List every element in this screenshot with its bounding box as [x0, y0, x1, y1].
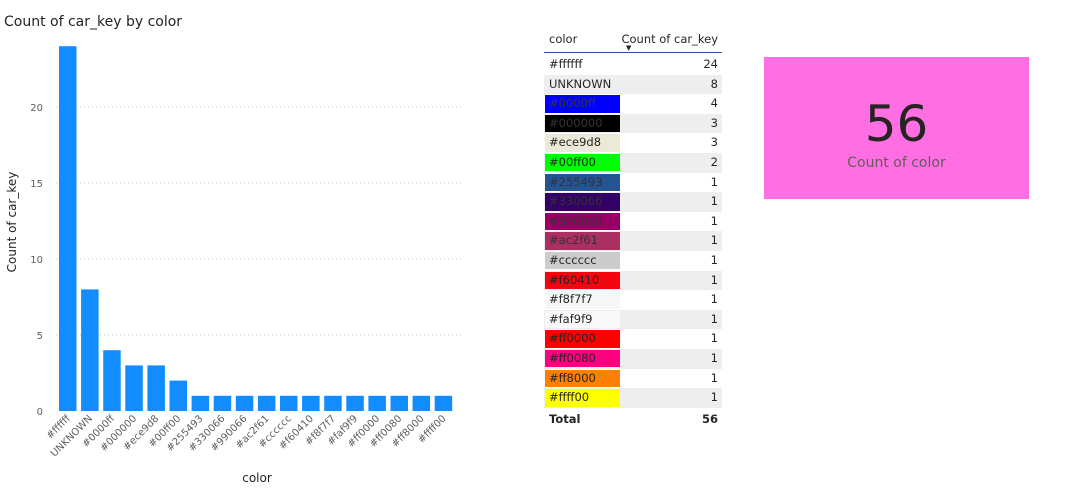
table-row[interactable]: #f60410 1 [544, 270, 722, 291]
table-row[interactable]: #f8f7f7 1 [544, 290, 722, 310]
count-cell: 1 [710, 213, 718, 228]
table-row[interactable]: #ece9d8 3 [544, 133, 722, 153]
bar[interactable] [434, 395, 453, 411]
count-cell: 1 [710, 174, 718, 189]
table-row[interactable]: #0000ff 4 [544, 94, 722, 114]
table-row[interactable]: #ff0000 1 [544, 329, 722, 349]
color-cell: #990066 [545, 212, 620, 231]
table-total-row: Total 56 [544, 408, 722, 430]
count-cell: 1 [710, 194, 718, 209]
count-cell: 1 [710, 233, 718, 248]
count-cell: 1 [710, 350, 718, 365]
table-row[interactable]: #ff8000 1 [544, 369, 722, 389]
table-header: color ▼ Count of car_key [544, 30, 722, 53]
count-cell: 3 [710, 135, 718, 150]
table-row[interactable]: #330066 1 [544, 192, 722, 212]
count-cell: 1 [710, 311, 718, 326]
bar[interactable] [81, 289, 99, 411]
sort-descending-icon[interactable]: ▼ [626, 44, 632, 52]
color-cell: #faf9f9 [545, 310, 620, 329]
bar[interactable] [103, 350, 121, 411]
table-row[interactable]: #faf9f9 1 [544, 309, 722, 330]
color-cell: UNKNOWN [545, 75, 620, 94]
color-cell: #0000ff [545, 95, 620, 113]
color-count-table[interactable]: color ▼ Count of car_key #ffffff 24 UNKNOW… [544, 30, 722, 430]
table-row[interactable]: #000000 3 [544, 113, 722, 134]
count-cell: 1 [710, 272, 718, 287]
count-cell: 1 [710, 331, 718, 346]
bar-chart: 05101520#ffffffUNKNOWN#0000ff#000000#ece… [5, 46, 462, 485]
bar[interactable] [368, 395, 386, 411]
bar[interactable] [257, 395, 276, 411]
color-cell: #f8f7f7 [545, 291, 620, 309]
y-tick-label: 0 [37, 407, 43, 418]
count-cell: 1 [710, 370, 718, 385]
table-row[interactable]: #ffff00 1 [544, 388, 722, 408]
bar[interactable] [213, 395, 232, 411]
bar[interactable] [280, 395, 298, 411]
table-row[interactable]: #ff0080 1 [544, 348, 722, 369]
color-cell: #ffffff [545, 56, 620, 74]
bar[interactable] [147, 365, 165, 411]
bar[interactable] [169, 380, 188, 411]
bar[interactable] [324, 395, 342, 411]
bar[interactable] [235, 395, 254, 411]
total-value: 56 [701, 411, 718, 426]
column-header-color[interactable]: color [549, 32, 578, 46]
y-axis-title: Count of car_key [5, 172, 19, 273]
color-cell: #ece9d8 [545, 134, 620, 152]
card-value: 56 [864, 95, 929, 153]
count-cell: 2 [710, 154, 718, 169]
color-cell: #ffff00 [545, 389, 620, 407]
table-row[interactable]: #990066 1 [544, 212, 722, 232]
column-header-count[interactable]: Count of car_key [621, 32, 718, 46]
y-tick-label: 15 [30, 179, 43, 190]
count-cell: 8 [710, 76, 718, 91]
bar[interactable] [346, 395, 364, 411]
color-cell: #ff8000 [545, 369, 620, 387]
color-cell: #ac2f61 [545, 232, 620, 250]
table-row[interactable]: #ac2f61 1 [544, 231, 722, 251]
bar[interactable] [125, 365, 143, 411]
card-label: Count of color [847, 155, 946, 171]
table-row[interactable]: #ffffff 24 [544, 55, 722, 75]
count-cell: 1 [710, 252, 718, 267]
bar[interactable] [390, 395, 409, 411]
table-row[interactable]: #cccccc 1 [544, 251, 722, 271]
color-cell: #330066 [545, 193, 620, 211]
y-tick-label: 10 [30, 255, 43, 266]
bar[interactable] [59, 46, 77, 411]
color-cell: #00ff00 [545, 153, 620, 172]
chart-title: Count of car_key by color [4, 14, 183, 30]
color-cell: #ff0080 [545, 349, 620, 368]
count-cell: 1 [710, 390, 718, 405]
color-cell: #000000 [545, 114, 620, 133]
y-tick-label: 5 [37, 331, 43, 342]
table-row[interactable]: UNKNOWN 8 [544, 74, 722, 95]
count-cell: 1 [710, 292, 718, 307]
count-cell: 4 [710, 96, 718, 111]
count-cell: 24 [703, 57, 718, 71]
color-cell: #f60410 [545, 271, 620, 290]
bar[interactable] [412, 395, 431, 411]
table-row[interactable]: #255493 1 [544, 173, 722, 193]
color-cell: #ff0000 [545, 330, 620, 348]
color-cell: #255493 [545, 173, 620, 192]
table-row[interactable]: #00ff00 2 [544, 152, 722, 173]
total-label: Total [549, 411, 581, 426]
bar[interactable] [191, 395, 210, 411]
x-axis-title: color [242, 471, 272, 485]
kpi-card[interactable]: 56 Count of color [764, 57, 1029, 199]
count-cell: 3 [710, 115, 718, 130]
table-body: #ffffff 24 UNKNOWN 8 #0000ff 4 #000000 3 #ece9d8… [544, 55, 722, 408]
bar[interactable] [302, 395, 320, 411]
y-tick-label: 20 [30, 103, 43, 114]
color-cell: #cccccc [545, 251, 620, 270]
